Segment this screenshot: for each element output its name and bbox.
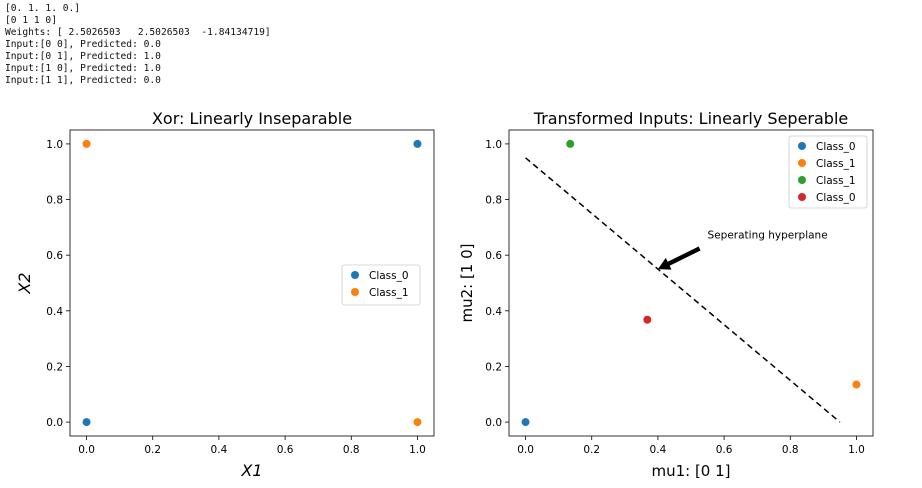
legend-label: Class_1	[816, 175, 856, 187]
annotation-text: Seperating hyperplane	[708, 229, 828, 241]
data-point-class-1	[852, 380, 861, 389]
legend-marker	[798, 142, 806, 150]
legend-label: Class_0	[816, 141, 856, 153]
y-tick-label: 0.0	[46, 417, 63, 429]
console-line: Input:[0 0], Predicted: 0.0	[5, 39, 161, 50]
x-tick-label: 1.0	[848, 444, 865, 456]
data-point-class-0	[643, 315, 652, 324]
x-tick-label: 0.2	[144, 444, 161, 456]
annotation-arrow	[657, 246, 701, 270]
plot-frame	[508, 129, 874, 437]
y-tick-label: 0.2	[46, 361, 63, 373]
legend-marker	[351, 271, 359, 279]
y-axis-label: mu2: [1 0]	[458, 243, 476, 322]
data-point-class-0	[521, 418, 530, 427]
plot-frame	[69, 129, 435, 437]
separating-line	[525, 157, 841, 423]
data-point-class-0	[82, 418, 91, 427]
legend-marker	[798, 159, 806, 167]
data-point-class-0	[413, 139, 422, 148]
y-tick-label: 0.6	[485, 250, 502, 262]
chart-title: Xor: Linearly Inseparable	[152, 109, 352, 128]
y-tick-label: 1.0	[485, 139, 502, 151]
y-tick-label: 1.0	[46, 139, 63, 151]
console-line: Input:[1 1], Predicted: 0.0	[5, 75, 161, 86]
x-tick-label: 0.8	[343, 444, 360, 456]
legend-label: Class_0	[816, 192, 856, 204]
chart-transformed-separable: Transformed Inputs: Linearly Seperable 0.…	[458, 109, 874, 480]
y-axis-label: X2	[15, 272, 34, 294]
legend-marker	[798, 193, 806, 201]
console-line: Input:[1 0], Predicted: 1.0	[5, 63, 161, 74]
chart-title: Transformed Inputs: Linearly Seperable	[533, 109, 848, 128]
legend-marker	[351, 288, 359, 296]
x-tick-label: 0.2	[583, 444, 600, 456]
y-tick-label: 0.8	[485, 195, 502, 207]
chart-xor-inseparable: Xor: Linearly Inseparable 0.0 0.2 0.4 0.6 0.8…	[15, 109, 435, 480]
x-tick-label: 0.0	[517, 444, 534, 456]
x-tick-label: 0.8	[782, 444, 799, 456]
legend-label: Class_1	[369, 287, 409, 299]
legend-box	[788, 135, 868, 209]
console-line: [0. 1. 1. 0.]	[5, 3, 81, 14]
x-axis-label: X1	[240, 461, 262, 480]
y-tick-label: 0.6	[46, 250, 63, 262]
x-tick-label: 0.6	[716, 444, 733, 456]
console-line: [0 1 1 0]	[5, 15, 57, 26]
y-tick-label: 0.4	[46, 306, 63, 318]
legend-label: Class_0	[369, 270, 409, 282]
console-line: Input:[0 1], Predicted: 1.0	[5, 51, 161, 62]
console-output: [0. 1. 1. 0.] [0 1 1 0] Weights: [ 2.50265…	[5, 3, 271, 87]
x-tick-label: 1.0	[409, 444, 426, 456]
y-tick-label: 0.2	[485, 361, 502, 373]
data-point-class-1	[566, 139, 575, 148]
x-tick-label: 0.6	[277, 444, 294, 456]
y-tick-label: 0.8	[46, 195, 63, 207]
legend-box	[341, 264, 421, 306]
x-axis-label: mu1: [0 1]	[651, 462, 730, 480]
y-tick-label: 0.0	[485, 417, 502, 429]
x-tick-label: 0.4	[211, 444, 228, 456]
x-tick-label: 0.0	[78, 444, 95, 456]
y-tick-label: 0.4	[485, 306, 502, 318]
console-line: Weights: [ 2.5026503 2.5026503 -1.841347…	[5, 27, 271, 38]
legend-label: Class_1	[816, 158, 856, 170]
legend-marker	[798, 176, 806, 184]
data-point-class-1	[82, 139, 91, 148]
x-tick-label: 0.4	[650, 444, 667, 456]
data-point-class-1	[413, 418, 422, 427]
